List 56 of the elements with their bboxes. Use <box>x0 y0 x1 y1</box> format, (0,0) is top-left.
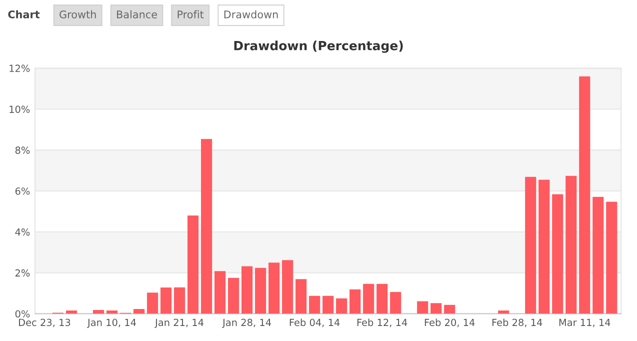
text: Chart <box>8 10 40 18</box>
bar <box>538 180 550 314</box>
bar <box>255 268 266 314</box>
bar <box>174 287 186 314</box>
x-tick-label: Mar 11, 14 <box>559 318 610 328</box>
bar <box>350 289 361 314</box>
x-tick-label: Jan 10, 14 <box>87 318 136 328</box>
x-tick-label: Jan 28, 14 <box>222 318 271 328</box>
bar <box>322 296 334 314</box>
chart-title: Drawdown (Percentage) <box>234 40 403 53</box>
y-tick-label: 10% <box>10 106 30 113</box>
bar <box>296 279 307 314</box>
y-tick-label: 8% <box>15 146 30 154</box>
y-tick-label: 6% <box>15 187 30 195</box>
y-tick-label: 4% <box>15 228 30 236</box>
bar <box>187 216 199 314</box>
bar <box>430 303 442 314</box>
x-tick-label: Jan 21, 14 <box>154 318 204 328</box>
text: Drawdown <box>224 10 278 18</box>
x-tick-label: Feb 12, 14 <box>357 318 408 328</box>
bar <box>552 194 564 314</box>
bar <box>200 138 212 314</box>
bar <box>242 266 253 314</box>
bar <box>566 176 577 314</box>
text: Balance <box>117 10 157 18</box>
bar <box>106 310 118 314</box>
bar <box>363 284 374 314</box>
bar <box>417 301 428 314</box>
bar <box>444 304 456 314</box>
y-tick-label: 2% <box>15 269 30 277</box>
x-tick-label: Feb 28, 14 <box>492 318 542 328</box>
bar <box>146 292 158 314</box>
bar <box>390 292 402 314</box>
bar <box>66 310 78 314</box>
bar <box>592 196 604 314</box>
y-tick-label: 12% <box>10 64 30 72</box>
bar <box>376 284 388 314</box>
y-tick-label: 0% <box>15 310 30 318</box>
bar <box>268 262 280 314</box>
bar <box>336 298 348 314</box>
bar <box>214 271 226 314</box>
x-tick-label: Feb 20, 14 <box>424 318 475 328</box>
bar <box>525 176 536 314</box>
bar <box>92 310 104 314</box>
bar <box>133 309 145 314</box>
x-tick-label: Dec 23, 13 <box>19 318 70 328</box>
bar <box>309 296 320 314</box>
bar <box>228 278 240 314</box>
bar <box>606 202 618 314</box>
bar <box>282 260 294 314</box>
text: Profit <box>178 10 204 18</box>
bar <box>160 288 172 314</box>
text: Growth <box>60 10 96 18</box>
x-tick-label: Feb 04, 14 <box>290 318 340 328</box>
bar <box>498 310 510 314</box>
bar <box>579 76 590 314</box>
